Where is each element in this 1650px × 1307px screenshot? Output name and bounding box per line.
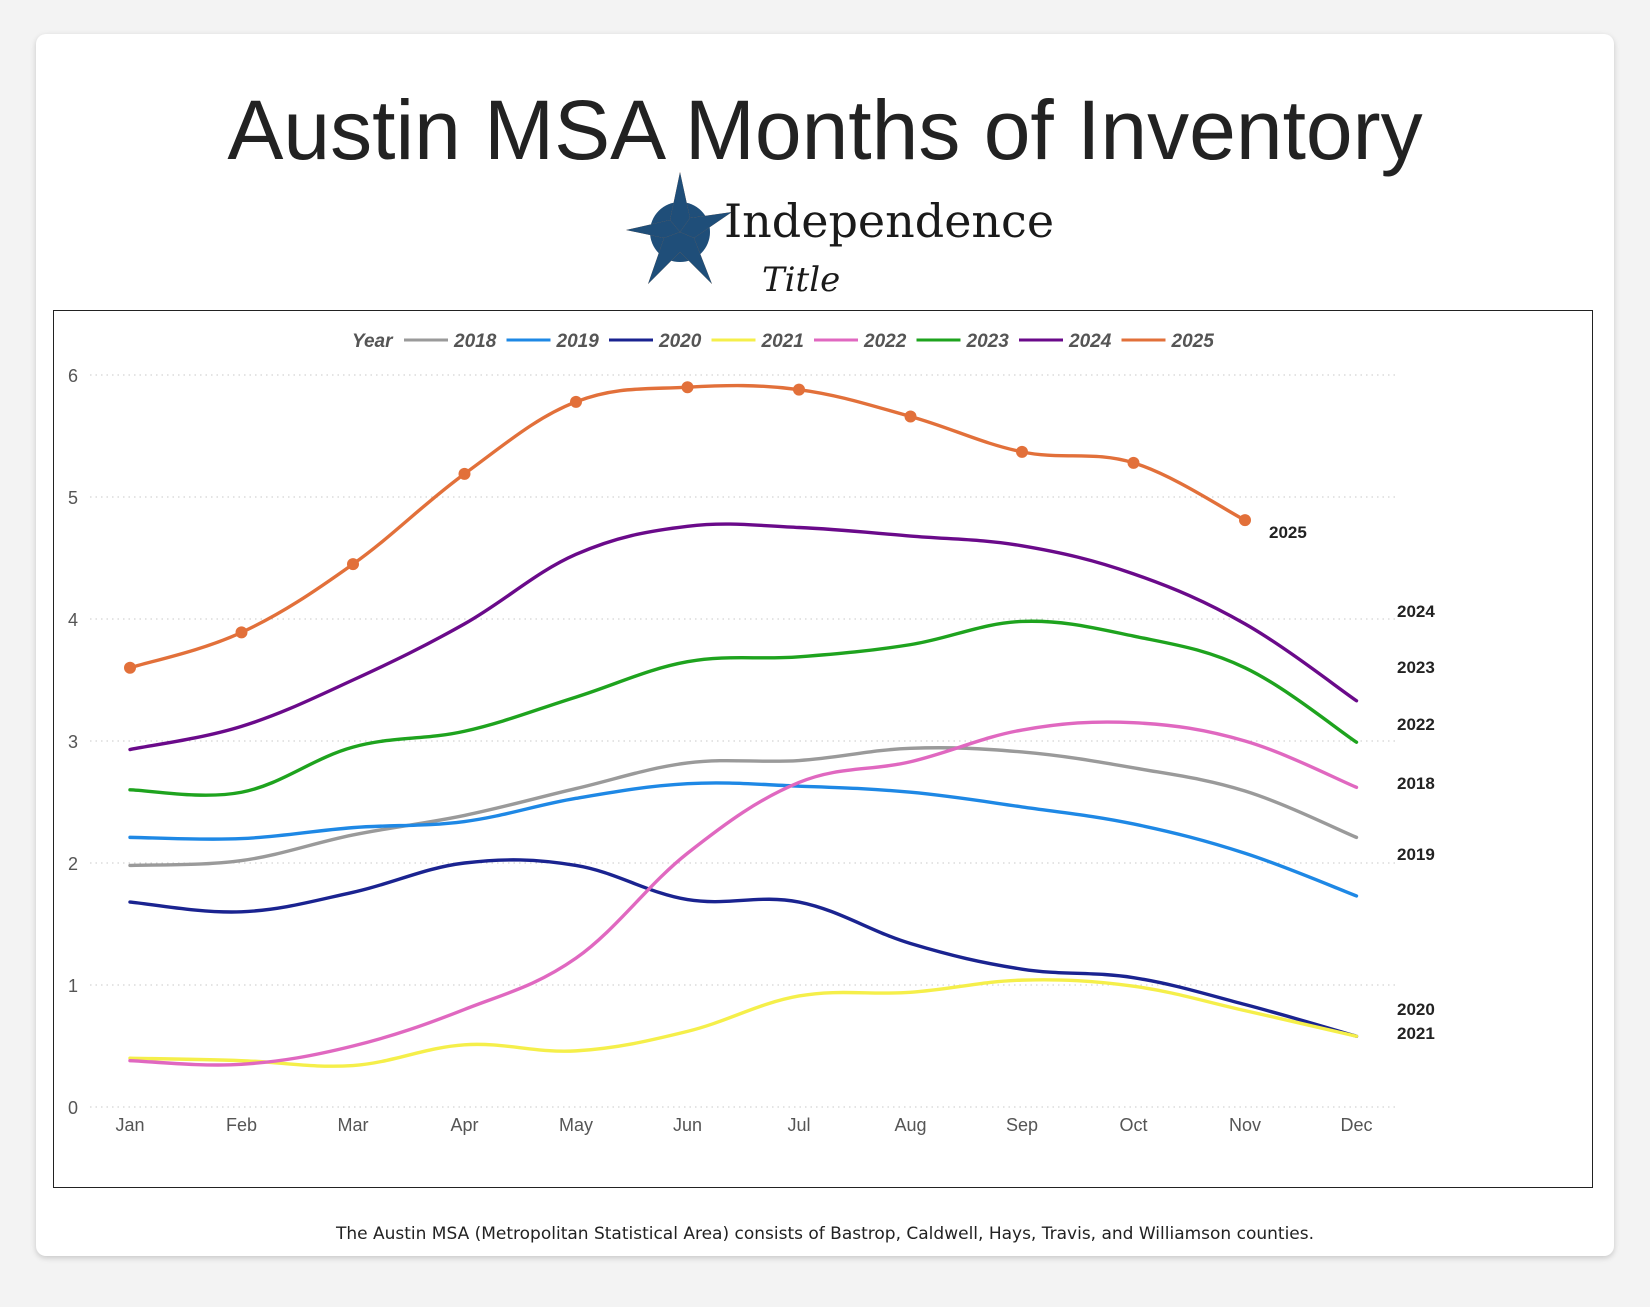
end-label-2022: 2022	[1397, 715, 1435, 734]
series-line-2021	[128, 978, 1359, 1068]
series-line-2023	[128, 619, 1359, 797]
independence-title-logo: Independence Title	[626, 164, 1086, 324]
x-tick-label: Oct	[1119, 1115, 1147, 1135]
data-point-2025	[681, 381, 694, 394]
data-point-2025	[235, 626, 248, 639]
series-line-2020	[128, 858, 1359, 1038]
logo-wordmark: Independence	[724, 194, 1055, 248]
data-point-2025	[1016, 445, 1028, 458]
report-card: Austin MSA Months of Inventory Independe…	[36, 34, 1614, 1256]
legend-label-2022: 2022	[863, 331, 907, 352]
legend-label-2020: 2020	[658, 331, 702, 352]
data-point-2025	[904, 410, 917, 423]
y-tick-label: 1	[68, 976, 78, 996]
logo-subtitle: Title	[762, 260, 841, 300]
logo-star-inner-b	[680, 212, 732, 238]
end-label-2018: 2018	[1397, 774, 1435, 793]
legend-label-2019: 2019	[556, 331, 600, 352]
y-tick-label: 5	[68, 488, 78, 508]
end-label-2025: 2025	[1269, 523, 1307, 542]
data-point-2025	[1239, 514, 1251, 527]
legend-label-2024: 2024	[1068, 331, 1112, 352]
chart-frame: 0 1 2 3 4 5 6 Jan Feb Mar Apr May Jun Jul Aug Sep Oct Nov…	[53, 310, 1593, 1188]
x-tick-label: Jan	[115, 1115, 144, 1135]
x-tick-label: Jun	[673, 1115, 702, 1135]
data-point-2025	[347, 558, 359, 571]
x-tick-label: Aug	[894, 1115, 926, 1135]
legend-label-2025: 2025	[1171, 331, 1215, 352]
x-tick-label: Feb	[226, 1115, 257, 1135]
months-of-inventory-chart: 0 1 2 3 4 5 6 Jan Feb Mar Apr May Jun Jul Aug Sep Oct Nov…	[68, 331, 1435, 1135]
y-tick-label: 2	[68, 854, 78, 874]
legend-label-2018: 2018	[453, 331, 497, 352]
data-point-2025	[793, 383, 805, 396]
data-point-2025	[124, 661, 136, 674]
series-line-2022	[128, 720, 1359, 1067]
x-tick-label: Jul	[787, 1115, 810, 1135]
x-tick-label: Dec	[1340, 1115, 1372, 1135]
page-title: Austin MSA Months of Inventory	[227, 83, 1423, 177]
legend-title: Year	[352, 331, 394, 352]
data-point-2025	[570, 395, 582, 408]
y-tick-label: 6	[68, 366, 78, 386]
x-tick-label: Apr	[450, 1115, 478, 1135]
end-label-2024: 2024	[1397, 602, 1435, 621]
footnote: The Austin MSA (Metropolitan Statistical…	[335, 1224, 1315, 1244]
star-icon	[626, 172, 732, 284]
logo-star-inner-e	[626, 220, 680, 238]
series-line-2019	[128, 781, 1359, 898]
end-label-2020: 2020	[1397, 1000, 1435, 1019]
data-point-2025	[1127, 456, 1140, 469]
y-tick-label: 3	[68, 732, 78, 752]
logo-star-inner-d	[648, 232, 680, 284]
series-line-2024	[128, 522, 1359, 752]
legend-label-2023: 2023	[966, 331, 1010, 352]
x-tick-label: Nov	[1229, 1115, 1261, 1135]
x-tick-label: Mar	[338, 1115, 369, 1135]
x-tick-label: May	[559, 1115, 593, 1135]
end-label-2019: 2019	[1397, 845, 1435, 864]
y-tick-label: 4	[68, 610, 78, 630]
x-tick-label: Sep	[1006, 1115, 1038, 1135]
series-line-2018	[128, 746, 1359, 868]
logo-star-inner-c	[680, 232, 712, 284]
legend-label-2021: 2021	[761, 331, 804, 352]
end-label-2023: 2023	[1397, 658, 1435, 677]
logo-star-inner-a	[670, 172, 690, 232]
data-point-2025	[458, 467, 471, 480]
y-tick-label: 0	[68, 1098, 78, 1118]
end-label-2021: 2021	[1397, 1024, 1435, 1043]
